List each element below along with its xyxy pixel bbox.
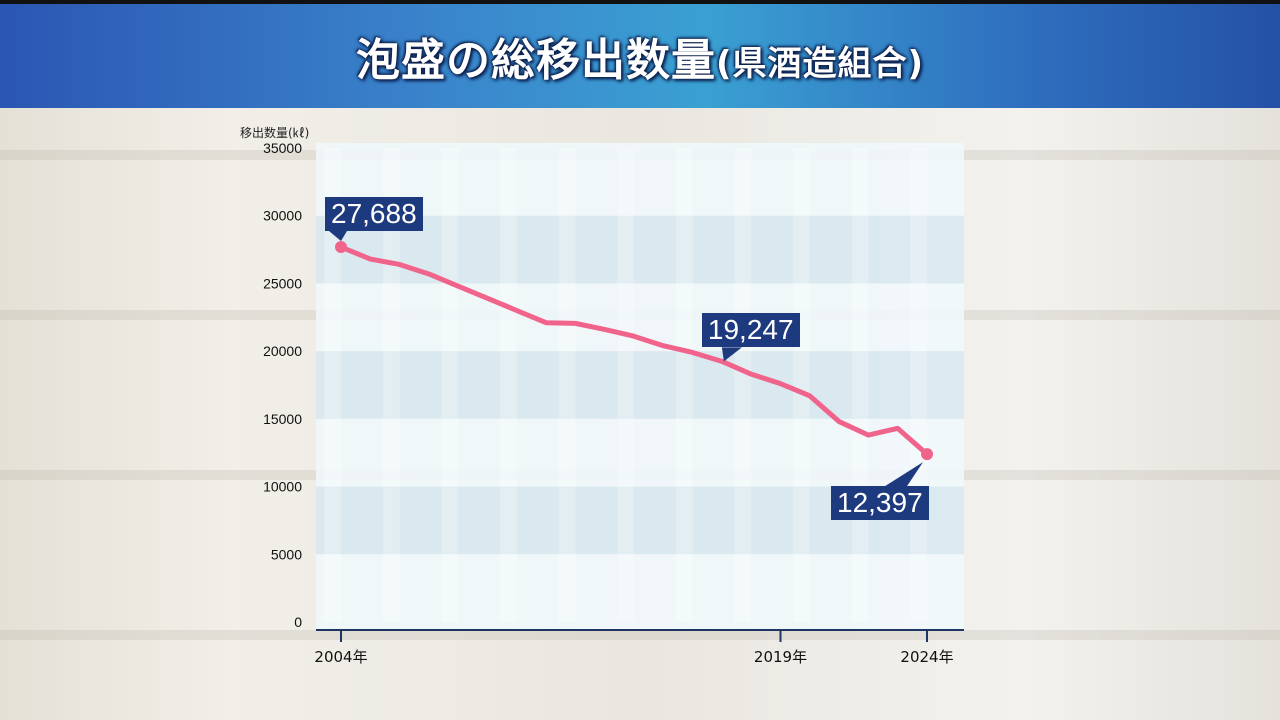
chart-title: 泡盛の総移出数量(県酒造組合) <box>356 24 924 88</box>
grid-stripe <box>617 148 634 622</box>
callout-tail <box>329 231 347 242</box>
y-tick-label: 20000 <box>263 343 302 359</box>
data-label-callout: 27,688 <box>325 197 423 232</box>
x-tick-label: 2019年 <box>754 648 807 666</box>
data-label-callout: 12,397 <box>831 486 929 521</box>
y-tick-label: 5000 <box>271 546 302 562</box>
y-tick-label: 35000 <box>263 140 302 156</box>
x-tick-label: 2024年 <box>900 648 953 666</box>
data-point <box>921 448 933 461</box>
grid-stripe <box>500 148 517 622</box>
x-tick-label: 2004年 <box>314 648 367 666</box>
grid-stripe <box>910 148 927 622</box>
y-tick-label: 30000 <box>263 208 302 224</box>
callout-tail <box>885 462 923 487</box>
grid-stripe <box>382 148 400 622</box>
y-tick-label: 15000 <box>263 411 302 427</box>
top-strip <box>0 0 1280 4</box>
grid-stripe <box>793 148 810 622</box>
title-bar: 泡盛の総移出数量(県酒造組合) <box>0 4 1280 108</box>
y-axis-label: 移出数量(㎘) <box>240 126 310 140</box>
data-point <box>335 241 347 254</box>
chart-title-main: 泡盛の総移出数量 <box>355 35 716 86</box>
grid-band <box>316 351 964 419</box>
series-line <box>338 244 930 457</box>
grid-stripe <box>441 148 459 622</box>
callout-tail <box>721 347 742 362</box>
grid-stripe <box>734 148 752 622</box>
grid-stripe <box>558 148 576 622</box>
data-label-callout: 19,247 <box>701 313 800 348</box>
y-tick-label: 0 <box>294 614 302 630</box>
grid-stripe <box>324 148 341 622</box>
y-tick-label: 25000 <box>263 275 302 291</box>
grid-stripe <box>851 148 869 622</box>
chart-title-sub: (県酒造組合) <box>715 44 925 84</box>
grid-stripe <box>675 148 693 622</box>
y-tick-label: 10000 <box>263 479 302 495</box>
